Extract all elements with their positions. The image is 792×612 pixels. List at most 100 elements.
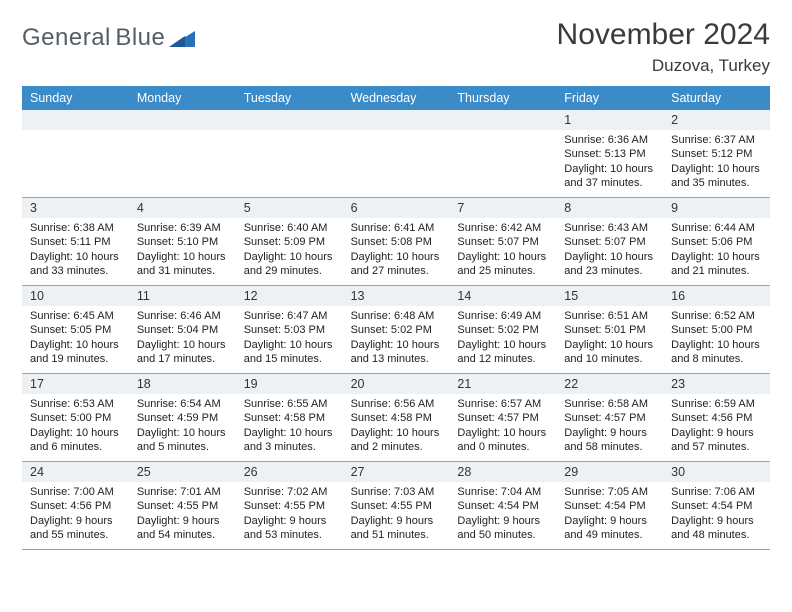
sunset-line: Sunset: 4:58 PM: [244, 411, 337, 426]
title-block: November 2024 Duzova, Turkey: [557, 18, 770, 76]
sunset-line: Sunset: 4:55 PM: [351, 499, 444, 514]
daylight-line: Daylight: 10 hours and 29 minutes.: [244, 250, 337, 279]
calendar-cell: 20Sunrise: 6:56 AMSunset: 4:58 PMDayligh…: [343, 374, 450, 462]
sunrise-line: Sunrise: 6:43 AM: [564, 221, 657, 236]
daylight-line: Daylight: 10 hours and 23 minutes.: [564, 250, 657, 279]
calendar-cell: 14Sunrise: 6:49 AMSunset: 5:02 PMDayligh…: [449, 286, 556, 374]
calendar-cell-empty: [129, 110, 236, 198]
calendar-cell: 25Sunrise: 7:01 AMSunset: 4:55 PMDayligh…: [129, 462, 236, 550]
daylight-line: Daylight: 10 hours and 19 minutes.: [30, 338, 123, 367]
sunset-line: Sunset: 5:12 PM: [671, 147, 764, 162]
day-number: 4: [129, 198, 236, 218]
day-number-empty: [343, 110, 450, 130]
daylight-line: Daylight: 10 hours and 27 minutes.: [351, 250, 444, 279]
daylight-line: Daylight: 10 hours and 0 minutes.: [457, 426, 550, 455]
calendar-cell: 16Sunrise: 6:52 AMSunset: 5:00 PMDayligh…: [663, 286, 770, 374]
weekday-header-row: SundayMondayTuesdayWednesdayThursdayFrid…: [22, 86, 770, 110]
day-number: 6: [343, 198, 450, 218]
calendar-cell: 8Sunrise: 6:43 AMSunset: 5:07 PMDaylight…: [556, 198, 663, 286]
weekday-header: Saturday: [663, 86, 770, 110]
day-number: 20: [343, 374, 450, 394]
daylight-line: Daylight: 9 hours and 57 minutes.: [671, 426, 764, 455]
calendar-cell: 27Sunrise: 7:03 AMSunset: 4:55 PMDayligh…: [343, 462, 450, 550]
sunset-line: Sunset: 5:05 PM: [30, 323, 123, 338]
header: General Blue November 2024 Duzova, Turke…: [22, 18, 770, 76]
day-number: 18: [129, 374, 236, 394]
sunrise-line: Sunrise: 6:47 AM: [244, 309, 337, 324]
daylight-line: Daylight: 10 hours and 31 minutes.: [137, 250, 230, 279]
weekday-header: Thursday: [449, 86, 556, 110]
sunset-line: Sunset: 5:04 PM: [137, 323, 230, 338]
day-number-empty: [236, 110, 343, 130]
sunset-line: Sunset: 4:58 PM: [351, 411, 444, 426]
sunrise-line: Sunrise: 7:00 AM: [30, 485, 123, 500]
calendar-cell: 11Sunrise: 6:46 AMSunset: 5:04 PMDayligh…: [129, 286, 236, 374]
daylight-line: Daylight: 10 hours and 17 minutes.: [137, 338, 230, 367]
sunset-line: Sunset: 5:09 PM: [244, 235, 337, 250]
sunset-line: Sunset: 4:54 PM: [671, 499, 764, 514]
location-title: Duzova, Turkey: [557, 56, 770, 76]
daylight-line: Daylight: 10 hours and 15 minutes.: [244, 338, 337, 367]
calendar-cell: 10Sunrise: 6:45 AMSunset: 5:05 PMDayligh…: [22, 286, 129, 374]
brand-logo: General Blue: [22, 24, 195, 52]
daylight-line: Daylight: 10 hours and 33 minutes.: [30, 250, 123, 279]
day-number: 21: [449, 374, 556, 394]
sunset-line: Sunset: 4:54 PM: [564, 499, 657, 514]
day-number: 2: [663, 110, 770, 130]
day-number: 11: [129, 286, 236, 306]
sunrise-line: Sunrise: 6:59 AM: [671, 397, 764, 412]
sunset-line: Sunset: 4:59 PM: [137, 411, 230, 426]
sunrise-line: Sunrise: 6:38 AM: [30, 221, 123, 236]
daylight-line: Daylight: 9 hours and 50 minutes.: [457, 514, 550, 543]
calendar-grid: 1Sunrise: 6:36 AMSunset: 5:13 PMDaylight…: [22, 110, 770, 550]
daylight-line: Daylight: 10 hours and 12 minutes.: [457, 338, 550, 367]
calendar-cell: 2 Sunrise: 6:37 AMSunset: 5:12 PMDaylight…: [663, 110, 770, 198]
calendar-cell: 29Sunrise: 7:05 AMSunset: 4:54 PMDayligh…: [556, 462, 663, 550]
day-number: 5: [236, 198, 343, 218]
sunrise-line: Sunrise: 6:42 AM: [457, 221, 550, 236]
calendar-cell: 30Sunrise: 7:06 AMSunset: 4:54 PMDayligh…: [663, 462, 770, 550]
day-number: 1: [556, 110, 663, 130]
sunrise-line: Sunrise: 6:37 AM: [671, 133, 764, 148]
sunrise-line: Sunrise: 7:03 AM: [351, 485, 444, 500]
day-number: 24: [22, 462, 129, 482]
sunset-line: Sunset: 4:56 PM: [671, 411, 764, 426]
weekday-header: Monday: [129, 86, 236, 110]
day-number: 14: [449, 286, 556, 306]
daylight-line: Daylight: 9 hours and 55 minutes.: [30, 514, 123, 543]
day-number: 30: [663, 462, 770, 482]
sunset-line: Sunset: 5:08 PM: [351, 235, 444, 250]
day-number: 22: [556, 374, 663, 394]
brand-name-bottom: Blue: [115, 24, 165, 51]
daylight-line: Daylight: 9 hours and 53 minutes.: [244, 514, 337, 543]
calendar-cell-empty: [22, 110, 129, 198]
month-title: November 2024: [557, 18, 770, 52]
weekday-header: Wednesday: [343, 86, 450, 110]
daylight-line: Daylight: 10 hours and 13 minutes.: [351, 338, 444, 367]
calendar-cell: 28Sunrise: 7:04 AMSunset: 4:54 PMDayligh…: [449, 462, 556, 550]
calendar-cell: 1Sunrise: 6:36 AMSunset: 5:13 PMDaylight…: [556, 110, 663, 198]
sunrise-line: Sunrise: 6:41 AM: [351, 221, 444, 236]
sunset-line: Sunset: 5:10 PM: [137, 235, 230, 250]
day-number: 12: [236, 286, 343, 306]
day-number: 27: [343, 462, 450, 482]
sunset-line: Sunset: 5:00 PM: [30, 411, 123, 426]
sunrise-line: Sunrise: 7:02 AM: [244, 485, 337, 500]
weekday-header: Tuesday: [236, 86, 343, 110]
calendar-cell: 24Sunrise: 7:00 AMSunset: 4:56 PMDayligh…: [22, 462, 129, 550]
day-number: 25: [129, 462, 236, 482]
day-number: 3: [22, 198, 129, 218]
sunrise-line: Sunrise: 6:51 AM: [564, 309, 657, 324]
calendar-cell: 22Sunrise: 6:58 AMSunset: 4:57 PMDayligh…: [556, 374, 663, 462]
day-number: 13: [343, 286, 450, 306]
day-number: 8: [556, 198, 663, 218]
calendar-page: General Blue November 2024 Duzova, Turke…: [0, 0, 792, 612]
day-number: 19: [236, 374, 343, 394]
sunrise-line: Sunrise: 6:57 AM: [457, 397, 550, 412]
calendar-cell: 7Sunrise: 6:42 AMSunset: 5:07 PMDaylight…: [449, 198, 556, 286]
sunset-line: Sunset: 4:54 PM: [457, 499, 550, 514]
daylight-line: Daylight: 10 hours and 35 minutes.: [671, 162, 764, 191]
daylight-line: Daylight: 10 hours and 10 minutes.: [564, 338, 657, 367]
daylight-line: Daylight: 9 hours and 48 minutes.: [671, 514, 764, 543]
calendar-cell: 4Sunrise: 6:39 AMSunset: 5:10 PMDaylight…: [129, 198, 236, 286]
